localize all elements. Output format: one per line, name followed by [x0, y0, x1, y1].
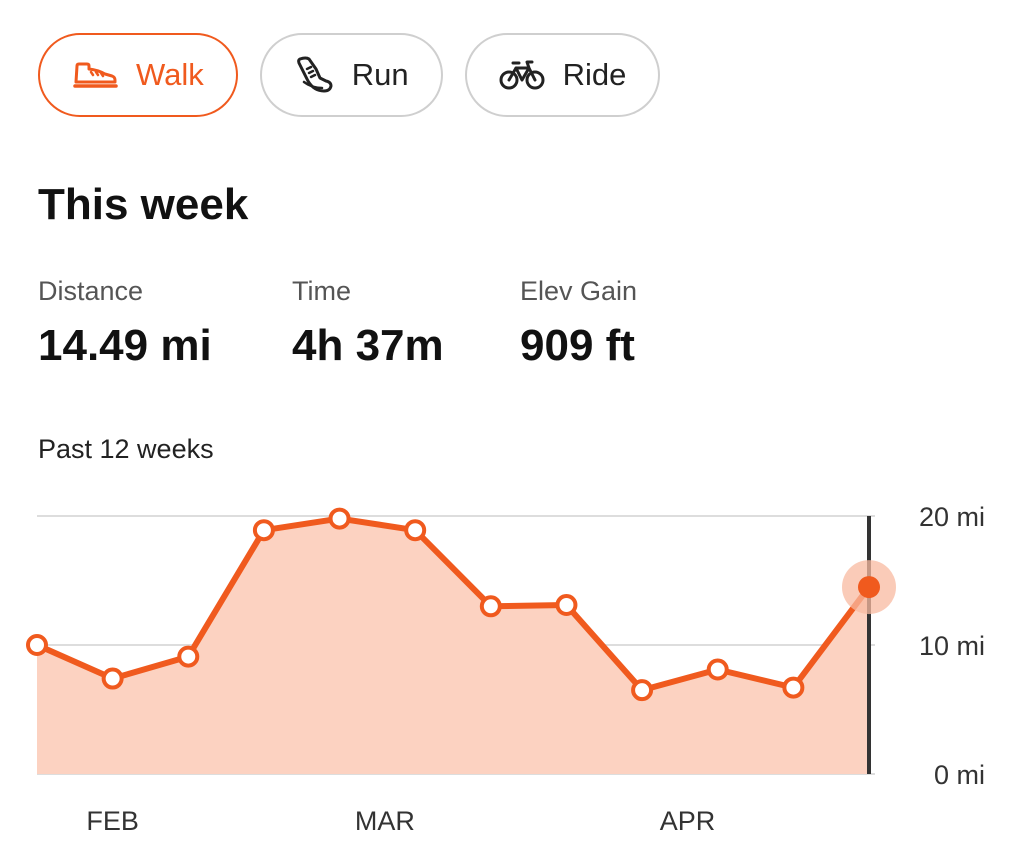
data-point[interactable] [479, 595, 502, 618]
x-month-label: APR [660, 806, 716, 836]
running-shoe-icon [294, 55, 334, 95]
bicycle-icon [499, 58, 545, 92]
stat-time-value: 4h 37m [292, 321, 444, 370]
tab-ride-label: Ride [562, 57, 627, 92]
y-tick-label: 20 mi [919, 502, 985, 532]
stat-time-label: Time [292, 276, 351, 306]
x-month-label: FEB [86, 806, 139, 836]
tab-run-label: Run [351, 57, 409, 92]
shoe-icon [72, 58, 118, 92]
data-point[interactable] [252, 519, 275, 542]
tab-walk[interactable]: Walk [38, 33, 238, 117]
weekly-distance-chart: 20 mi 10 mi 0 mi FEB MAR APR [26, 502, 985, 836]
chart-points [26, 507, 896, 702]
y-axis-labels: 20 mi 10 mi 0 mi [919, 502, 985, 790]
stat-distance-value: 14.49 mi [38, 321, 212, 370]
data-point[interactable] [706, 658, 729, 681]
data-point-current[interactable] [858, 576, 880, 599]
data-point[interactable] [631, 679, 654, 702]
y-tick-label: 0 mi [934, 760, 985, 790]
data-point[interactable] [101, 667, 124, 690]
data-point[interactable] [555, 594, 578, 617]
tab-run[interactable]: Run [259, 33, 443, 117]
stat-elev-gain: Elev Gain 909 ft [520, 276, 637, 371]
tab-ride[interactable]: Ride [464, 33, 661, 117]
stat-elev-gain-label: Elev Gain [520, 276, 638, 306]
chart-title: Past 12 weeks [38, 434, 214, 464]
data-point[interactable] [404, 519, 427, 542]
x-month-label: MAR [355, 806, 415, 836]
stat-distance-label: Distance [38, 276, 144, 306]
activity-tabs: Walk Run Ride [38, 33, 661, 117]
y-tick-label: 10 mi [919, 631, 985, 661]
stat-time: Time 4h 37m [292, 276, 444, 371]
data-point[interactable] [328, 507, 351, 530]
data-point[interactable] [782, 676, 805, 699]
x-axis-month-labels: FEB MAR APR [86, 806, 715, 836]
page-title: This week [38, 180, 249, 229]
stat-elev-gain-value: 909 ft [520, 321, 635, 370]
chart-line [35, 515, 872, 694]
tab-walk-label: Walk [136, 57, 204, 92]
chart-area [37, 518, 869, 774]
data-point[interactable] [26, 634, 48, 656]
stat-distance: Distance 14.49 mi [38, 276, 212, 371]
data-point[interactable] [177, 645, 200, 668]
